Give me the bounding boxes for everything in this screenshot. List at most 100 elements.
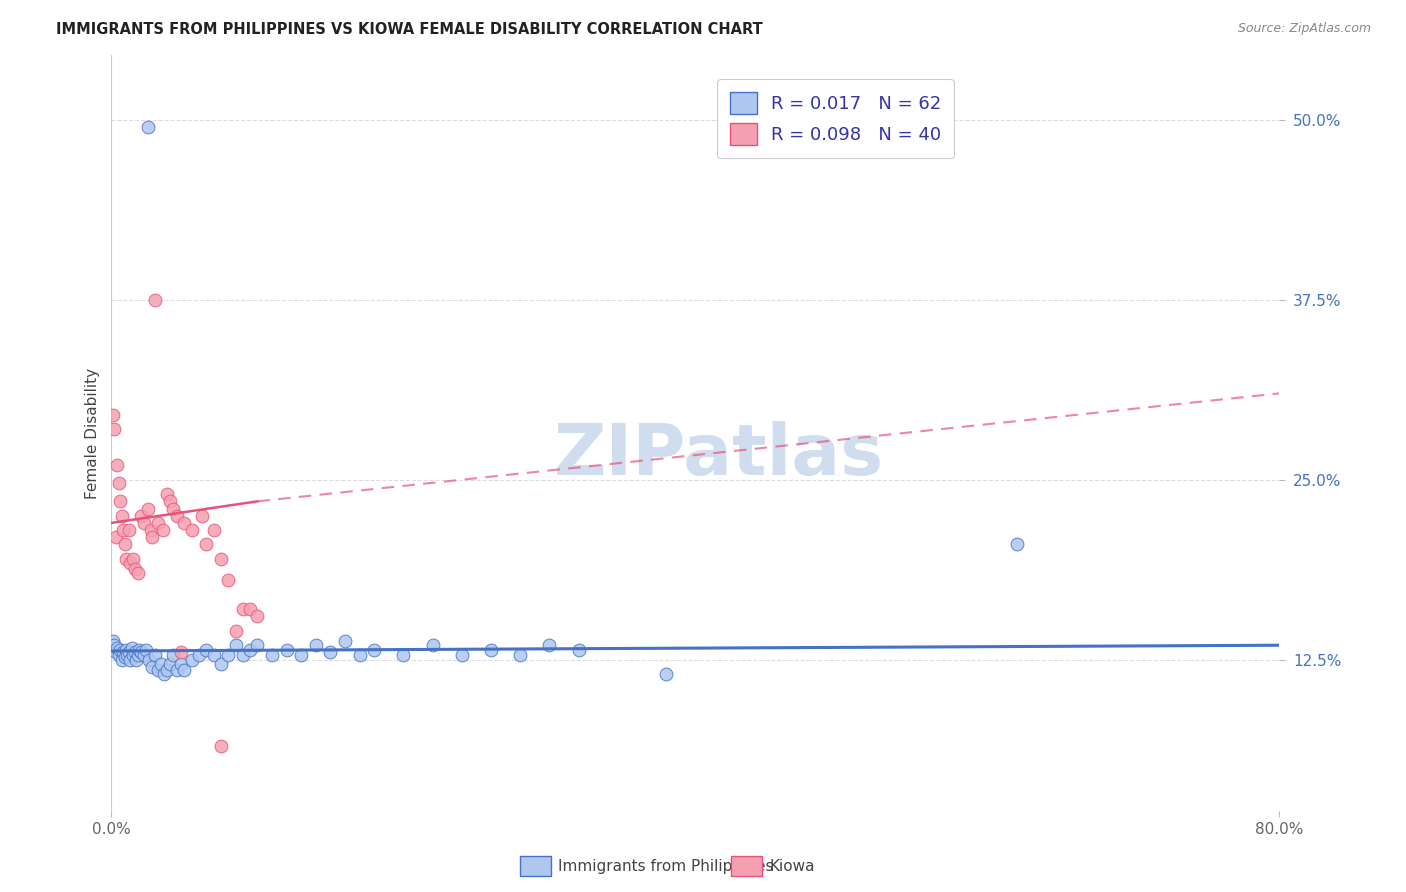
Point — [112, 523, 135, 537]
Point — [290, 648, 312, 663]
Point — [135, 642, 157, 657]
Point — [136, 120, 159, 134]
Point — [166, 508, 188, 523]
Point — [191, 508, 214, 523]
Point — [132, 516, 155, 530]
Point — [129, 645, 152, 659]
Point — [146, 663, 169, 677]
Point — [108, 494, 131, 508]
Point — [150, 657, 173, 671]
Point — [104, 645, 127, 659]
Point — [246, 609, 269, 624]
Point — [103, 422, 125, 436]
Point — [568, 642, 591, 657]
Point — [111, 508, 134, 523]
Point — [122, 552, 145, 566]
Point — [122, 648, 145, 663]
Point — [103, 638, 125, 652]
Point — [225, 624, 247, 638]
Point — [239, 602, 262, 616]
Point — [170, 657, 193, 671]
Point — [129, 508, 152, 523]
Point — [276, 642, 298, 657]
Point — [349, 648, 371, 663]
Point — [120, 556, 142, 570]
Point — [132, 648, 155, 663]
Point — [146, 516, 169, 530]
Point — [156, 487, 179, 501]
Point — [217, 648, 239, 663]
Point — [114, 537, 136, 551]
Point — [111, 652, 134, 666]
Point — [125, 652, 148, 666]
Point — [173, 663, 195, 677]
Point — [141, 530, 163, 544]
Point — [260, 648, 283, 663]
Point — [118, 523, 141, 537]
Point — [120, 652, 142, 666]
Point — [107, 648, 129, 663]
Text: Source: ZipAtlas.com: Source: ZipAtlas.com — [1237, 22, 1371, 36]
Point — [162, 648, 184, 663]
Point — [162, 501, 184, 516]
Point — [173, 516, 195, 530]
Point — [225, 638, 247, 652]
Text: ZIPatlas: ZIPatlas — [554, 421, 884, 490]
Point — [108, 642, 131, 657]
Point — [392, 648, 415, 663]
Point — [101, 634, 124, 648]
Text: IMMIGRANTS FROM PHILIPPINES VS KIOWA FEMALE DISABILITY CORRELATION CHART: IMMIGRANTS FROM PHILIPPINES VS KIOWA FEM… — [56, 22, 763, 37]
Point — [138, 652, 160, 666]
Point — [118, 645, 141, 659]
Point — [305, 638, 328, 652]
Point — [156, 663, 179, 677]
Point — [105, 458, 128, 473]
Point — [124, 645, 146, 659]
Point — [152, 523, 174, 537]
Point — [153, 667, 176, 681]
Point — [333, 634, 356, 648]
Point — [422, 638, 444, 652]
Point — [139, 523, 162, 537]
Point — [232, 648, 254, 663]
Point — [1005, 537, 1028, 551]
Point — [195, 642, 218, 657]
Point — [101, 408, 124, 422]
Point — [107, 475, 129, 490]
Point — [202, 648, 225, 663]
Point — [202, 523, 225, 537]
Y-axis label: Female Disability: Female Disability — [86, 368, 100, 499]
Point — [363, 642, 385, 657]
Point — [112, 645, 135, 659]
Point — [217, 574, 239, 588]
Legend: R = 0.017   N = 62, R = 0.098   N = 40: R = 0.017 N = 62, R = 0.098 N = 40 — [717, 79, 955, 158]
Point — [128, 642, 150, 657]
Point — [104, 530, 127, 544]
Point — [127, 648, 149, 663]
Point — [538, 638, 561, 652]
Point — [509, 648, 531, 663]
Point — [319, 645, 342, 659]
Point — [121, 641, 143, 656]
Point — [209, 657, 232, 671]
Point — [117, 648, 139, 663]
Text: Immigrants from Philippines: Immigrants from Philippines — [558, 859, 773, 873]
Point — [127, 566, 149, 581]
Point — [136, 501, 159, 516]
Point — [479, 642, 502, 657]
Point — [141, 660, 163, 674]
Point — [246, 638, 269, 652]
Point — [115, 552, 138, 566]
Point — [170, 645, 193, 659]
Point — [209, 739, 232, 753]
Point — [124, 562, 146, 576]
Point — [450, 648, 472, 663]
Point — [180, 652, 202, 666]
Point — [159, 494, 181, 508]
Point — [166, 663, 188, 677]
Text: Kiowa: Kiowa — [769, 859, 814, 873]
Point — [209, 552, 232, 566]
Point — [115, 642, 138, 657]
Point — [195, 537, 218, 551]
Point — [105, 641, 128, 656]
